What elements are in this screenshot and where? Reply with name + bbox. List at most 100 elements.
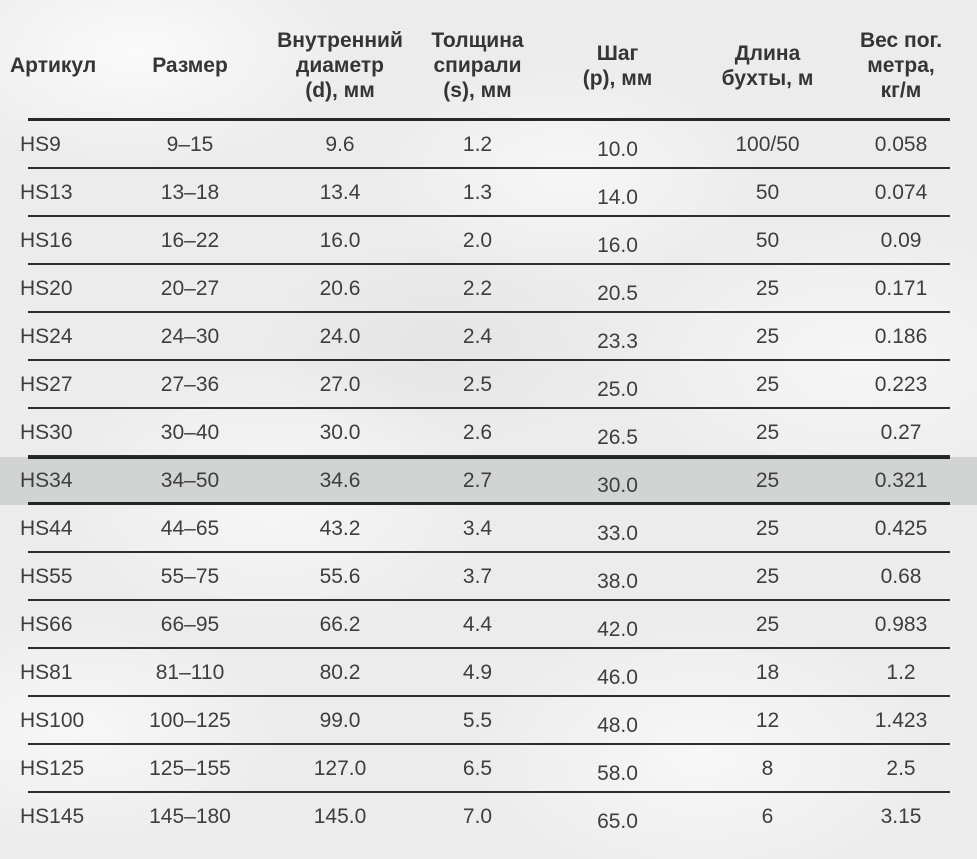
cell-size: 55–75	[160, 565, 220, 588]
cell-pitch: 25.0	[597, 378, 638, 401]
cell-size: 16–22	[160, 229, 220, 252]
column-header-pitch: Шаг (p), мм	[582, 41, 653, 90]
cell-spiral-thickness: 2.7	[462, 469, 493, 492]
cell-coil-length: 25	[755, 469, 780, 492]
cell-coil-length: 50	[755, 229, 780, 252]
cell-inner-diameter: 145.0	[313, 805, 367, 828]
cell-spiral-thickness: 2.5	[462, 373, 493, 396]
cell-weight: 0.223	[874, 373, 928, 396]
cell-spiral-thickness: 4.9	[462, 661, 493, 684]
cell-pitch: 20.5	[597, 282, 638, 305]
cell-spiral-thickness: 5.5	[462, 709, 493, 732]
cell-article: HS44	[20, 517, 73, 540]
cell-pitch: 26.5	[597, 426, 638, 449]
cell-inner-diameter: 66.2	[319, 613, 361, 636]
cell-size: 44–65	[160, 517, 220, 540]
cell-pitch: 23.3	[597, 330, 638, 353]
cell-size: 20–27	[160, 277, 220, 300]
cell-article: HS145	[20, 805, 85, 828]
cell-article: HS34	[20, 469, 73, 492]
cell-size: 125–155	[149, 757, 231, 780]
cell-weight: 2.5	[886, 757, 916, 780]
column-header-article: Артикул	[10, 54, 97, 78]
cell-coil-length: 6	[761, 805, 774, 828]
cell-article: HS81	[20, 661, 73, 684]
cell-pitch: 14.0	[597, 186, 638, 209]
cell-pitch: 65.0	[597, 810, 638, 833]
table-row: HS55 55–75 55.6 3.7 38.0 25 0.68	[0, 553, 977, 601]
cell-spiral-thickness: 6.5	[462, 757, 493, 780]
column-header-inner-diameter: Внутренний диаметр (d), мм	[277, 29, 403, 102]
cell-article: HS20	[20, 277, 73, 300]
cell-spiral-thickness: 2.4	[462, 325, 493, 348]
cell-spiral-thickness: 3.7	[462, 565, 493, 588]
cell-pitch: 46.0	[597, 666, 638, 689]
cell-coil-length: 100/50	[735, 133, 800, 156]
cell-size: 9–15	[166, 133, 214, 156]
cell-coil-length: 25	[755, 421, 780, 444]
table-header-row: Артикул Размер Внутренний диаметр (d), м…	[0, 0, 977, 121]
cell-article: HS27	[20, 373, 73, 396]
cell-coil-length: 12	[755, 709, 780, 732]
cell-coil-length: 25	[755, 277, 780, 300]
table-body: HS9 9–15 9.6 1.2 10.0 100/50 0.058 HS13 …	[0, 121, 977, 841]
cell-spiral-thickness: 1.3	[462, 181, 493, 204]
cell-weight: 0.425	[874, 517, 928, 540]
cell-inner-diameter: 99.0	[319, 709, 361, 732]
cell-size: 24–30	[160, 325, 220, 348]
cell-size: 13–18	[160, 181, 220, 204]
cell-spiral-thickness: 1.2	[462, 133, 493, 156]
cell-pitch: 10.0	[597, 138, 638, 161]
column-header-spiral-thickness: Толщина спирали (s), мм	[431, 29, 524, 102]
cell-pitch: 30.0	[597, 474, 638, 497]
table-row: HS27 27–36 27.0 2.5 25.0 25 0.223	[0, 361, 977, 409]
cell-pitch: 42.0	[597, 618, 638, 641]
cell-coil-length: 8	[761, 757, 774, 780]
cell-article: HS9	[20, 133, 61, 156]
cell-coil-length: 25	[755, 325, 780, 348]
cell-coil-length: 18	[755, 661, 780, 684]
table-row: HS16 16–22 16.0 2.0 16.0 50 0.09	[0, 217, 977, 265]
cell-inner-diameter: 43.2	[319, 517, 361, 540]
cell-spiral-thickness: 3.4	[462, 517, 493, 540]
table-row: HS81 81–110 80.2 4.9 46.0 18 1.2	[0, 649, 977, 697]
cell-coil-length: 25	[755, 517, 780, 540]
cell-article: HS66	[20, 613, 73, 636]
cell-inner-diameter: 27.0	[319, 373, 361, 396]
table-row: HS44 44–65 43.2 3.4 33.0 25 0.425	[0, 505, 977, 553]
cell-pitch: 48.0	[597, 714, 638, 737]
cell-inner-diameter: 34.6	[319, 469, 361, 492]
cell-weight: 1.423	[874, 709, 928, 732]
cell-pitch: 38.0	[597, 570, 638, 593]
cell-weight: 0.321	[874, 469, 928, 492]
cell-weight: 0.074	[874, 181, 928, 204]
cell-spiral-thickness: 2.0	[462, 229, 493, 252]
cell-inner-diameter: 30.0	[319, 421, 361, 444]
cell-spiral-thickness: 2.2	[462, 277, 493, 300]
cell-size: 66–95	[160, 613, 220, 636]
cell-inner-diameter: 80.2	[319, 661, 361, 684]
table-row: HS125 125–155 127.0 6.5 58.0 8 2.5	[0, 745, 977, 793]
column-header-size: Размер	[152, 54, 228, 78]
cell-inner-diameter: 9.6	[325, 133, 355, 156]
cell-size: 30–40	[160, 421, 220, 444]
table-row: HS34 34–50 34.6 2.7 30.0 25 0.321	[0, 456, 977, 505]
cell-weight: 3.15	[880, 805, 922, 828]
cell-article: HS13	[20, 181, 73, 204]
cell-coil-length: 25	[755, 565, 780, 588]
cell-inner-diameter: 55.6	[319, 565, 361, 588]
cell-weight: 0.058	[874, 133, 928, 156]
cell-spiral-thickness: 4.4	[462, 613, 493, 636]
cell-pitch: 58.0	[597, 762, 638, 785]
table-row: HS66 66–95 66.2 4.4 42.0 25 0.983	[0, 601, 977, 649]
cell-spiral-thickness: 2.6	[462, 421, 493, 444]
table-row: HS30 30–40 30.0 2.6 26.5 25 0.27	[0, 409, 977, 457]
cell-inner-diameter: 20.6	[319, 277, 361, 300]
cell-pitch: 33.0	[597, 522, 638, 545]
table-row: HS13 13–18 13.4 1.3 14.0 50 0.074	[0, 169, 977, 217]
cell-weight: 0.68	[880, 565, 922, 588]
cell-weight: 1.2	[886, 661, 916, 684]
cell-weight: 0.171	[874, 277, 928, 300]
